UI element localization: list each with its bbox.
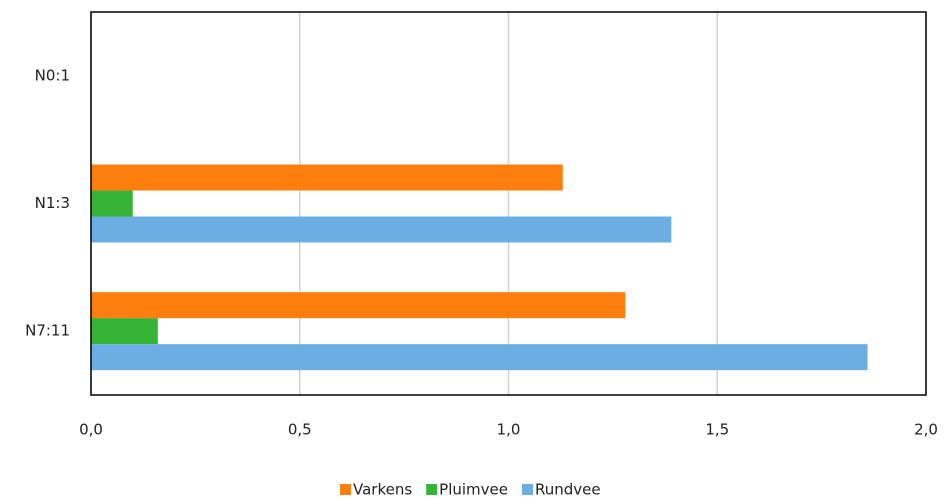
legend-swatch — [426, 484, 438, 495]
bar — [91, 318, 158, 345]
legend-label: Rundvee — [535, 481, 601, 499]
x-tick-label: 0,0 — [79, 421, 103, 439]
bar — [91, 164, 563, 191]
bar — [91, 344, 868, 371]
y-tick-label: N7:11 — [25, 322, 70, 340]
x-tick-label: 0,5 — [288, 421, 312, 439]
y-tick-label: N1:3 — [35, 194, 70, 212]
bar — [91, 190, 133, 217]
x-tick-label: 1,0 — [497, 421, 521, 439]
x-tick-label: 1,5 — [705, 421, 729, 439]
y-tick-label: N0:1 — [35, 66, 70, 84]
legend-swatch — [340, 484, 351, 495]
legend-label: Varkens — [353, 481, 412, 499]
legend-label: Pluimvee — [439, 481, 508, 499]
bar — [91, 292, 626, 319]
legend-swatch — [522, 484, 534, 495]
plot-border — [90, 11, 927, 396]
x-tick-label: 2,0 — [914, 421, 938, 439]
bar — [91, 216, 672, 243]
